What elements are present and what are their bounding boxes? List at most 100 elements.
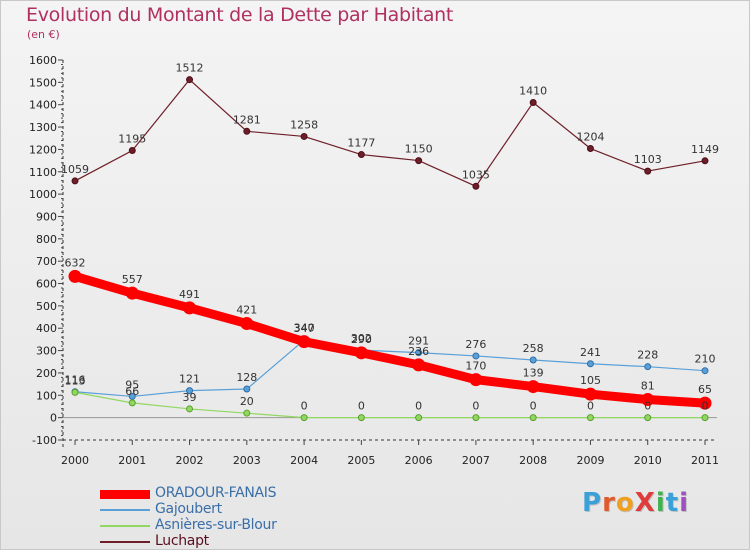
proxiti-logo: ProXiti (582, 488, 690, 518)
data-labels: 1059 1195 1512 1281 1258 1177 1150 1035 1410 1204… (61, 62, 719, 413)
y-tick-label: 1100 (29, 166, 57, 179)
data-point (240, 317, 254, 331)
data-point (71, 388, 79, 396)
data-label: 302 (351, 332, 372, 345)
data-point (472, 352, 480, 360)
data-label: 340 (294, 322, 315, 335)
data-label: 121 (179, 373, 200, 386)
y-tick-label: 900 (36, 210, 57, 223)
data-label: 236 (408, 345, 429, 358)
data-point (354, 346, 368, 360)
y-tick-label: 400 (36, 322, 57, 335)
data-point (300, 414, 308, 422)
legend-item: Luchapt (100, 534, 420, 550)
chart-axes: -100010020030040050060070080090010001100… (29, 54, 719, 467)
data-label: 139 (523, 367, 544, 380)
data-label: 113 (65, 374, 86, 387)
data-point (415, 414, 423, 422)
series-line (74, 391, 706, 419)
data-point (357, 151, 365, 159)
y-tick-label: 600 (36, 278, 57, 291)
y-tick-label: 0 (50, 412, 57, 425)
data-label: 1177 (347, 137, 375, 150)
data-label: 1258 (290, 118, 318, 131)
legend-swatch (100, 509, 150, 511)
data-label: 241 (580, 346, 601, 359)
data-label: 105 (580, 374, 601, 387)
chart-title: Evolution du Montant de la Dette par Hab… (26, 4, 454, 26)
data-point (644, 167, 652, 175)
series-points (68, 76, 712, 422)
series-line (74, 79, 706, 187)
series-line (74, 339, 706, 398)
data-label: 0 (472, 400, 479, 413)
data-point (415, 349, 423, 357)
data-label: 421 (236, 304, 257, 317)
data-point (357, 414, 365, 422)
legend: ORADOUR-FANAIS Gajoubert Asnières-sur-Blou… (100, 486, 420, 550)
data-label: 557 (122, 273, 143, 286)
data-point (186, 405, 194, 413)
legend-item: Gajoubert (100, 502, 420, 518)
data-point (701, 414, 709, 422)
data-point (186, 387, 194, 395)
data-label: 65 (698, 383, 712, 396)
data-point (641, 393, 655, 407)
data-label: 290 (351, 333, 372, 346)
data-point (300, 132, 308, 140)
data-label: 0 (702, 400, 709, 413)
data-label: 95 (125, 378, 139, 391)
data-point (529, 98, 537, 106)
data-label: 1410 (519, 84, 547, 97)
y-tick-label: 500 (36, 300, 57, 313)
data-label: 0 (644, 400, 651, 413)
data-point (128, 147, 136, 155)
y-tick-label: 300 (36, 345, 57, 358)
data-label: 39 (183, 391, 197, 404)
data-label: 276 (465, 338, 486, 351)
x-tick-label: 2003 (233, 454, 261, 467)
legend-label: ORADOUR-FANAIS (155, 485, 277, 501)
x-tick-label: 2008 (519, 454, 547, 467)
data-label: 128 (236, 371, 257, 384)
y-tick-label: 100 (36, 389, 57, 402)
legend-label: Gajoubert (155, 501, 222, 517)
data-label: 0 (587, 400, 594, 413)
data-label: 0 (415, 400, 422, 413)
data-label: 0 (358, 400, 365, 413)
data-point (412, 358, 426, 372)
data-label: 170 (465, 360, 486, 373)
data-label: 491 (179, 288, 200, 301)
data-point (472, 414, 480, 422)
data-point (297, 335, 311, 349)
legend-swatch (100, 490, 150, 499)
x-tick-label: 2010 (634, 454, 662, 467)
legend-item: Asnières-sur-Blour (100, 518, 420, 534)
data-label: 66 (125, 385, 139, 398)
data-label: 0 (530, 400, 537, 413)
x-tick-label: 2002 (176, 454, 204, 467)
data-point (472, 182, 480, 190)
y-tick-label: 1500 (29, 76, 57, 89)
data-point (125, 286, 139, 300)
data-point (701, 157, 709, 165)
data-point (644, 363, 652, 371)
data-label: 20 (240, 395, 254, 408)
data-point (243, 127, 251, 135)
series-lines (70, 79, 710, 419)
data-label: 81 (641, 380, 655, 393)
data-point (71, 177, 79, 185)
data-point (644, 414, 652, 422)
data-label: 1149 (691, 143, 719, 156)
y-tick-label: 1400 (29, 99, 57, 112)
data-point (529, 414, 537, 422)
data-point (586, 360, 594, 368)
y-tick-label: 1000 (29, 188, 57, 201)
data-point (415, 157, 423, 165)
data-label: 228 (637, 349, 658, 362)
y-tick-label: 1300 (29, 121, 57, 134)
chart-unit-label: (en €) (27, 28, 60, 41)
x-tick-label: 2007 (462, 454, 490, 467)
y-tick-label: 700 (36, 255, 57, 268)
